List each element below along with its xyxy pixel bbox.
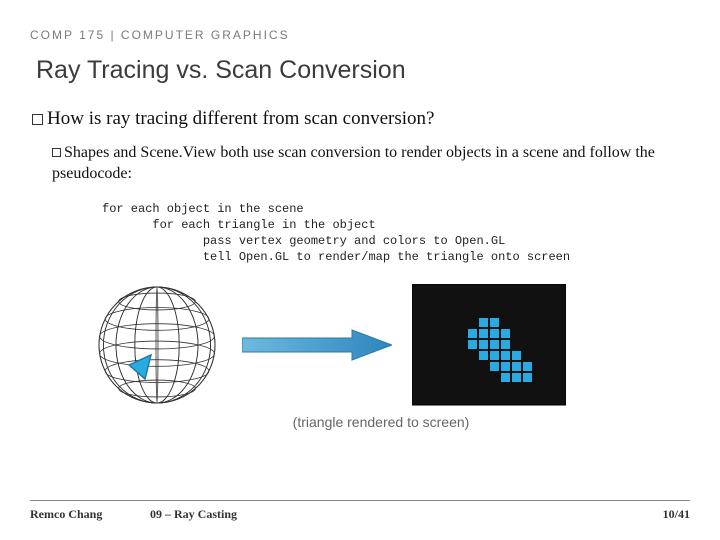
bullet-sub-text: Shapes and Scene.View both use scan conv…: [52, 144, 655, 183]
footer-chapter: 09 – Ray Casting: [150, 507, 663, 522]
slide-body: How is ray tracing different from scan c…: [32, 107, 690, 430]
slide-title: Ray Tracing vs. Scan Conversion: [36, 56, 690, 85]
code-line: pass vertex geometry and colors to Open.…: [102, 234, 505, 248]
pseudocode-block: for each object in the scene for each tr…: [102, 201, 690, 266]
diagram-caption: (triangle rendered to screen): [72, 414, 690, 430]
footer-author: Remco Chang: [30, 507, 150, 522]
bullet-sub: Shapes and Scene.View both use scan conv…: [52, 142, 690, 185]
code-line: for each object in the scene: [102, 202, 304, 216]
bullet-main-text: How is ray tracing different from scan c…: [47, 108, 434, 129]
code-line: tell Open.GL to render/map the triangle …: [102, 250, 570, 264]
slide-footer: Remco Chang 09 – Ray Casting 10/41: [30, 500, 690, 522]
course-label: COMP 175 | COMPUTER GRAPHICS: [30, 28, 690, 42]
code-line: for each triangle in the object: [102, 218, 376, 232]
pixel-grid: [412, 284, 566, 406]
checkbox-icon: [52, 148, 61, 157]
sphere-wireframe: [92, 280, 222, 410]
checkbox-icon: [32, 114, 43, 125]
footer-page: 10/41: [663, 507, 690, 522]
diagram-row: [92, 280, 690, 410]
bullet-main: How is ray tracing different from scan c…: [32, 107, 690, 132]
arrow-icon: [242, 325, 392, 365]
